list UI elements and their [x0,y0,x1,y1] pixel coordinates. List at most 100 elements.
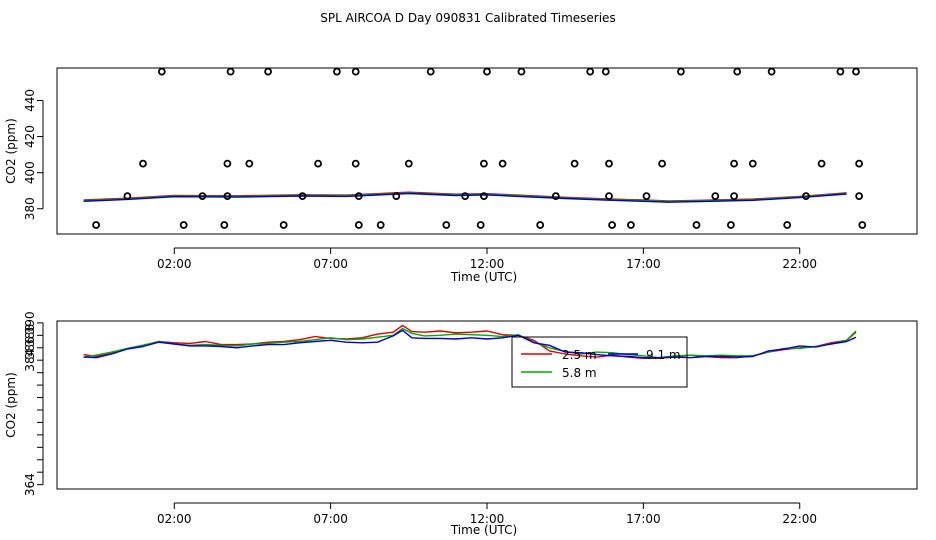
bottom-x-axis-title: Time (UTC) [450,523,517,537]
scatter-point [392,192,401,201]
scatter-point [442,221,451,229]
scatter-point [279,221,288,229]
scatter-point [605,159,613,168]
scatter-point [226,67,235,76]
top-y-axis: 380 400 420 440 [23,89,44,220]
top-plot-frame [56,67,918,235]
scatter-point [605,192,613,201]
scatter-point [223,159,232,168]
top-series-lines [83,191,847,203]
scatter-point [139,159,147,168]
scatter-point [855,159,863,168]
scatter-point [404,159,413,168]
scatter-point [354,192,363,201]
y-tick-label: 400 [23,161,37,184]
scatter-point [692,221,701,229]
scatter-point [858,221,867,229]
x-tick-label: 17:00 [626,512,661,526]
top-scatter-points [92,67,867,229]
scatter-point [479,159,488,168]
top-line-series-9-1-m [83,192,847,203]
top-x-axis: 02:00 07:00 12:00 17:00 22:00 [157,247,817,271]
x-tick-label: 12:00 [470,257,505,271]
scatter-point [677,67,685,76]
series-line-2-5-m [83,324,857,359]
scatter-point [730,159,738,168]
scatter-point [817,159,826,168]
scatter-point [730,192,738,201]
scatter-point [92,221,100,229]
x-tick-label: 17:00 [626,257,661,271]
scatter-point [551,192,560,201]
scatter-point [536,221,545,229]
y-tick-label: 380 [23,197,37,220]
y-tick-label: 386 [23,336,37,359]
y-tick-label: 384 [23,349,37,372]
scatter-point [748,159,757,168]
scatter-point [426,67,435,76]
scatter-point [601,67,610,76]
scatter-point [711,192,720,201]
scatter-point [608,221,616,229]
scatter-point [855,192,863,201]
scatter-point [314,159,323,168]
y-tick-label: 440 [23,89,37,112]
scatter-point [376,221,385,229]
scatter-point [836,67,845,76]
scatter-point [727,221,735,229]
scatter-point [298,192,307,201]
scatter-point [179,221,188,229]
series-line-5-8-m [83,327,857,359]
scatter-point [220,221,229,229]
scatter-point [354,221,363,229]
y-tick-label: 388 [23,324,37,347]
bottom-plot-frame [56,320,918,490]
scatter-point [767,67,776,76]
scatter-point [461,192,470,201]
scatter-point [570,159,579,168]
top-y-axis-title: CO2 (ppm) [4,118,18,184]
x-tick-label: 07:00 [313,257,348,271]
y-tick-label: 364 [23,473,37,496]
chart-title: SPL AIRCOA D Day 090831 Calibrated Times… [320,11,615,25]
scatter-point [783,221,792,229]
series-line-9-1-m [83,329,857,359]
y-tick-label: 390 [23,311,37,334]
scatter-point [479,192,488,201]
scatter-point [123,192,132,201]
x-tick-label: 22:00 [782,257,817,271]
scatter-point [198,192,207,201]
scatter-point [586,67,595,76]
scatter-point [476,221,485,229]
legend-label-9-1m: 9.1 m [646,348,681,362]
scatter-point [802,192,810,201]
x-tick-label: 02:00 [157,257,192,271]
scatter-point [245,159,254,168]
scatter-point [351,67,360,76]
bottom-panel: 02:00 07:00 12:00 17:00 22:00 364 38438638839… [4,311,918,537]
scatter-point [351,159,360,168]
scatter-point [223,192,232,201]
scatter-point [852,67,860,76]
x-tick-label: 12:00 [470,512,505,526]
x-tick-label: 02:00 [157,512,192,526]
legend-label-2-5m: 2.5 m [562,348,597,362]
scatter-point [483,67,491,76]
x-tick-label: 07:00 [313,512,348,526]
scatter-point [264,67,273,76]
bottom-series-lines [83,324,857,359]
bottom-y-axis-title: CO2 (ppm) [4,372,18,438]
bottom-x-axis: 02:00 07:00 12:00 17:00 22:00 [157,502,817,526]
top-panel: 02:00 07:00 12:00 17:00 22:00 380 400 420 440 T… [4,67,918,284]
scatter-point [658,159,666,168]
top-x-axis-title: Time (UTC) [450,270,517,284]
scatter-point [517,67,526,76]
scatter-point [627,221,635,229]
legend-label-5-8m: 5.8 m [562,366,597,380]
scatter-point [157,67,166,76]
scatter-point [332,67,341,76]
legend: 2.5 m 5.8 m 9.1 m [511,336,688,388]
scatter-point [733,67,742,76]
